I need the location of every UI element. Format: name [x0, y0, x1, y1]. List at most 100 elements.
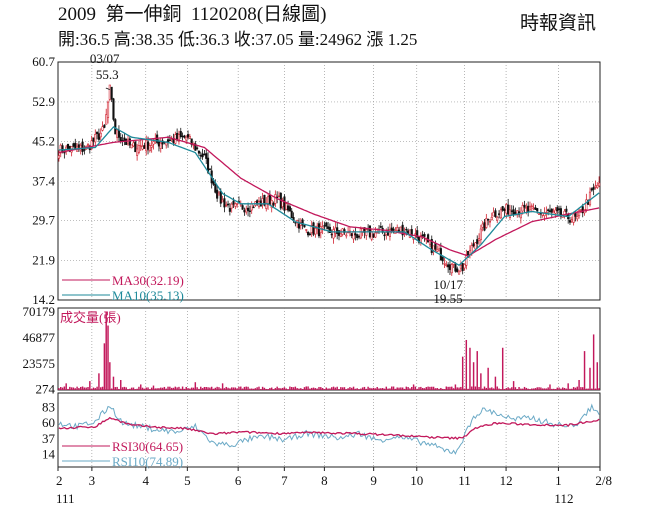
volume-bar — [481, 388, 484, 390]
candle-body — [594, 185, 597, 188]
volume-bar — [554, 389, 557, 390]
volume-bar — [492, 388, 495, 390]
volume-bar — [487, 367, 489, 390]
candle-body — [434, 242, 437, 250]
x-tick-label: 10 — [410, 473, 423, 488]
candle-body — [492, 212, 495, 217]
volume-bar — [420, 386, 422, 390]
rsi-tick-label: 60 — [42, 415, 55, 430]
volume-bar — [438, 388, 440, 390]
volume-bar — [310, 387, 313, 390]
volume-bar — [220, 388, 222, 390]
high-date-annotation: 03/07 — [90, 51, 120, 66]
x-tick-label: 2 — [56, 473, 63, 488]
volume-bar — [371, 388, 373, 390]
x-tick-label: 7 — [281, 473, 288, 488]
volume-bar — [163, 386, 166, 390]
volume-bar — [431, 386, 433, 390]
volume-bar — [421, 387, 424, 390]
x-tick-label: 9 — [370, 473, 377, 488]
ma10-line — [58, 126, 600, 266]
high-value-annotation: 55.3 — [96, 67, 119, 82]
candle-body — [141, 146, 144, 150]
volume-bar — [563, 387, 566, 390]
volume-bar — [545, 388, 548, 390]
volume-bar — [427, 386, 429, 390]
candle-body — [414, 233, 417, 235]
candle-body — [217, 192, 221, 196]
volume-bar — [72, 387, 75, 390]
volume-bar — [336, 386, 338, 390]
candle-body — [214, 183, 217, 193]
candle-body — [552, 211, 555, 214]
candle-body — [223, 198, 226, 208]
candle-body — [558, 208, 561, 210]
candle-body — [321, 226, 324, 229]
candle-body — [265, 202, 268, 209]
candle-body — [461, 263, 464, 271]
low-date-annotation: 10/17 — [433, 277, 463, 292]
volume-bar — [351, 387, 353, 390]
volume-bar — [381, 388, 384, 390]
chart-title: 2009 第一伸銅 1120208(日線圖) — [58, 4, 326, 26]
candle-body — [132, 142, 135, 147]
quote-volume: 量:24962 — [297, 30, 363, 49]
candle-body — [476, 239, 479, 244]
candle-body — [352, 231, 355, 240]
volume-bar — [100, 387, 102, 390]
rsi30-legend-label: RSI30(64.65) — [112, 439, 183, 454]
candle-body — [527, 205, 530, 212]
volume-bar — [374, 388, 377, 390]
volume-bar — [96, 386, 98, 390]
volume-bar — [61, 387, 64, 390]
candle-body — [128, 138, 131, 146]
volume-bar — [334, 387, 337, 390]
volume-bar — [416, 388, 418, 390]
volume-bar — [520, 388, 522, 390]
volume-bar — [205, 386, 207, 390]
volume-bar — [165, 388, 167, 390]
volume-bar — [429, 386, 431, 390]
candle-body — [303, 225, 306, 228]
volume-tick-label: 46877 — [23, 330, 56, 345]
x-tick-label: 8 — [321, 473, 328, 488]
candle-body — [497, 213, 501, 215]
quote-low: 低:36.3 — [177, 30, 230, 49]
volume-bar — [169, 386, 171, 390]
candle-body — [290, 210, 293, 218]
candle-body — [370, 231, 373, 240]
candle-body — [232, 200, 235, 205]
candle-body — [225, 204, 228, 207]
candle-body — [86, 144, 90, 146]
candle-body — [503, 208, 506, 211]
volume-bar — [287, 389, 289, 390]
candle-body — [150, 145, 153, 148]
candle-body — [485, 218, 488, 228]
candle-body — [152, 141, 155, 145]
volume-bar — [418, 387, 420, 390]
candle-body — [305, 229, 308, 231]
volume-bar — [60, 387, 62, 390]
volume-bar — [178, 386, 180, 390]
volume-bar — [571, 388, 573, 390]
candle-body — [101, 126, 104, 131]
volume-bar — [161, 387, 164, 390]
volume-bar — [392, 386, 395, 390]
candle-body — [114, 119, 117, 135]
candle-body — [345, 234, 348, 237]
volume-bar — [471, 386, 473, 390]
candle-body — [554, 209, 557, 214]
candle-body — [592, 187, 595, 190]
candle-body — [459, 265, 462, 269]
candle-body — [268, 194, 271, 206]
candle-body — [332, 229, 335, 239]
candle-body — [487, 219, 490, 221]
candle-body — [79, 144, 82, 151]
volume-bar — [376, 386, 378, 390]
volume-bar — [190, 387, 193, 390]
candle-body — [359, 228, 362, 239]
candle-body — [447, 264, 450, 268]
volume-bar — [398, 387, 400, 390]
candle-body — [548, 210, 552, 212]
volume-tick-label: 23575 — [23, 356, 56, 371]
